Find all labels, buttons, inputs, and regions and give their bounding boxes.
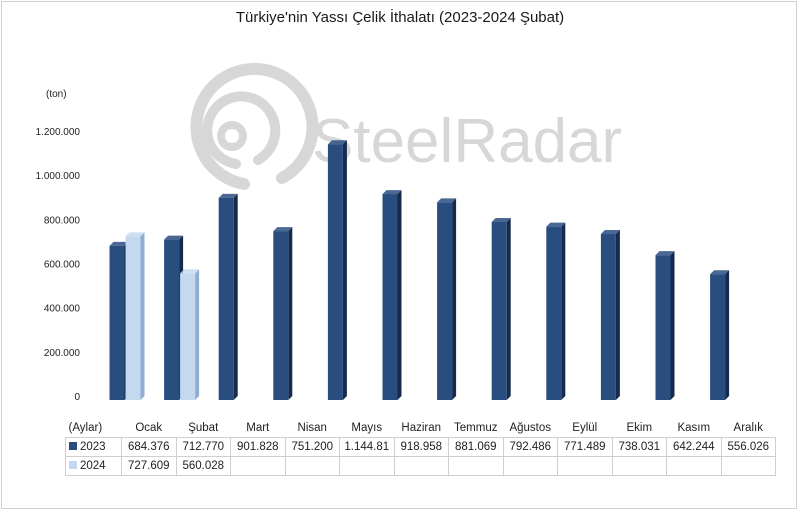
table-cell: 712.770 <box>175 437 231 457</box>
bar-2023 <box>327 140 347 400</box>
bar-2024 <box>125 232 145 400</box>
legend-swatch-2024 <box>69 461 77 469</box>
bar-2023 <box>382 190 402 400</box>
bar-2023 <box>546 222 566 400</box>
y-axis: 0 200.000 400.000 600.000 800.000 1.000.000 1.… <box>36 127 81 403</box>
table-cell: 881.069 <box>448 437 504 457</box>
bar-2023 <box>600 230 620 400</box>
table-header-month: Nisan <box>285 419 340 438</box>
table-cell: 1.144.81 <box>339 437 395 457</box>
table-cell: 684.376 <box>121 437 177 457</box>
table-cell: 792.486 <box>502 437 558 457</box>
bar-2023 <box>710 270 730 400</box>
table-cell: 771.489 <box>557 437 613 457</box>
table-cell <box>393 456 449 476</box>
bar-2024 <box>180 269 200 400</box>
table-header-month: Mart <box>230 419 285 438</box>
table-cell <box>720 456 776 476</box>
table-row: 2023 684.376 712.770 901.828 751.200 1.144.8… <box>65 437 776 457</box>
steelradar-watermark: SteelRadar <box>190 63 622 190</box>
bar-2023 <box>491 217 511 400</box>
table-cell: 738.031 <box>611 437 667 457</box>
table-cell <box>230 456 286 476</box>
table-cell: 642.244 <box>666 437 722 457</box>
legend-2023: 2023 <box>65 437 122 457</box>
y-tick-label: 1.200.000 <box>36 127 81 138</box>
table-row: 2024 727.609 560.028 <box>65 456 776 476</box>
table-header-month: Şubat <box>176 419 231 438</box>
table-cell <box>448 456 504 476</box>
table-cell: 556.026 <box>720 437 776 457</box>
y-axis-unit: (ton) <box>46 89 67 100</box>
legend-swatch-2023 <box>69 442 77 450</box>
legend-2024: 2024 <box>65 456 122 476</box>
y-tick-label: 600.000 <box>44 260 81 271</box>
table-cell: 918.958 <box>393 437 449 457</box>
legend-label-2023: 2023 <box>80 441 106 453</box>
table-header-month: Haziran <box>394 419 449 438</box>
bar-2023 <box>218 193 238 400</box>
table-header-month: Ocak <box>121 419 176 438</box>
bars <box>109 140 730 400</box>
bar-2023 <box>655 251 675 400</box>
table-header-row: (Aylar) Ocak Şubat Mart Nisan Mayıs Haziran Te… <box>66 419 776 438</box>
table-header-month: Ekim <box>612 419 667 438</box>
table-header-month: Kasım <box>666 419 721 438</box>
table-cell <box>339 456 395 476</box>
data-table: (Aylar) Ocak Şubat Mart Nisan Mayıs Haziran Te… <box>65 419 776 476</box>
table-header-month: Eylül <box>557 419 612 438</box>
table-header-month: Aralık <box>721 419 776 438</box>
y-tick-label: 200.000 <box>44 348 81 359</box>
table-header-month: Ağustos <box>503 419 558 438</box>
table-cell <box>666 456 722 476</box>
table-cell <box>502 456 558 476</box>
y-tick-label: 400.000 <box>44 304 81 315</box>
watermark-text: SteelRadar <box>312 107 622 176</box>
y-tick-label: 0 <box>74 392 80 403</box>
table-cell: 901.828 <box>230 437 286 457</box>
chart-title: Türkiye'nin Yassı Çelik İthalatı (2023-2… <box>235 9 565 26</box>
legend-label-2024: 2024 <box>80 460 106 472</box>
y-tick-label: 800.000 <box>44 215 81 226</box>
bar-2023 <box>273 227 293 400</box>
table-cell: 751.200 <box>284 437 340 457</box>
watermark-logo-icon <box>190 63 319 190</box>
table-cell <box>611 456 667 476</box>
table-header-month: Temmuz <box>448 419 503 438</box>
table-cell: 727.609 <box>121 456 177 476</box>
bar-2023 <box>437 198 457 400</box>
table-cell: 560.028 <box>175 456 231 476</box>
table-cell <box>284 456 340 476</box>
table-header-month: Mayıs <box>339 419 394 438</box>
y-tick-label: 1.000.000 <box>36 171 81 182</box>
table-cell <box>557 456 613 476</box>
table-header-label: (Aylar) <box>68 422 103 434</box>
